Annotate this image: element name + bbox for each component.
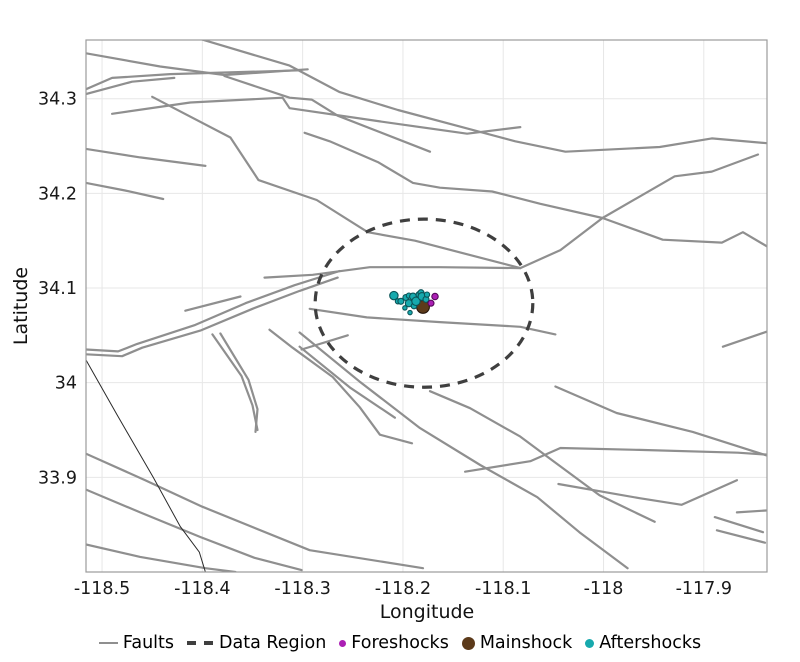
fault-line	[464, 446, 767, 473]
fault-line	[219, 332, 259, 433]
fault-line-swatch-icon	[98, 642, 118, 644]
legend-item-mainshock: Mainshock	[461, 633, 573, 653]
aftershocks-dot-swatch-icon	[585, 638, 595, 648]
thin-fault-line	[86, 359, 206, 572]
fault-line	[554, 385, 767, 457]
x-axis-title: Longitude	[379, 601, 475, 623]
x-tick-label: -118.5	[74, 579, 130, 599]
y-tick-label: 33.9	[38, 468, 77, 488]
aftershock-point	[389, 290, 399, 301]
foreshock-point	[431, 292, 439, 301]
fault-line	[715, 529, 767, 544]
x-tick-label: -118.1	[475, 579, 531, 599]
aftershock-point	[423, 291, 431, 298]
fault-line	[86, 269, 341, 353]
legend-item-label: Mainshock	[479, 633, 573, 653]
y-tick-label: 34.1	[38, 279, 77, 299]
aftershock-point	[402, 305, 408, 311]
fault-line	[86, 488, 303, 572]
fault-line	[86, 69, 303, 91]
aftershock-point	[407, 309, 413, 316]
x-tick-label: -118.3	[274, 579, 330, 599]
legend-item-faults: Faults	[98, 633, 175, 653]
legend: Faults Data Region Foreshocks Mainshock Afte…	[0, 633, 800, 653]
fault-line	[721, 330, 767, 348]
fault-line	[298, 331, 629, 570]
legend-item-label: Data Region	[219, 633, 327, 653]
fault-line	[110, 96, 522, 135]
fault-line	[86, 276, 339, 358]
dashed-line-swatch-icon	[187, 641, 215, 645]
fault-line	[184, 295, 242, 312]
fault-line	[557, 479, 739, 506]
legend-item-aftershocks: Aftershocks	[585, 633, 701, 653]
fault-line	[86, 76, 176, 96]
fault-line	[86, 452, 425, 570]
data-region-circle	[313, 217, 535, 389]
y-tick-label: 34.2	[38, 184, 77, 204]
legend-item-label: Aftershocks	[599, 633, 702, 653]
aftershock-point	[411, 296, 421, 307]
foreshock-point	[427, 299, 435, 307]
x-tick-label: -118.4	[174, 579, 230, 599]
legend-item-data-region: Data Region	[187, 633, 326, 653]
plot-border	[85, 39, 768, 573]
fault-line	[223, 74, 432, 153]
y-tick-label: 34.3	[38, 90, 77, 110]
mainshock-dot-swatch-icon	[461, 636, 475, 650]
y-axis-title: Latitude	[10, 266, 32, 346]
fault-line	[151, 95, 522, 270]
foreshocks-dot-swatch-icon	[339, 639, 347, 647]
x-tick-label: -118	[584, 579, 624, 599]
aftershock-point	[397, 297, 405, 305]
fault-line	[199, 40, 767, 153]
fault-line	[86, 543, 237, 572]
legend-item-label: Foreshocks	[351, 633, 449, 653]
fault-line	[303, 131, 767, 248]
fault-line	[211, 333, 259, 432]
fault-line	[268, 328, 414, 445]
legend-item-foreshocks: Foreshocks	[339, 633, 449, 653]
fault-line	[263, 153, 760, 279]
x-tick-label: -118.2	[375, 579, 431, 599]
fault-line	[300, 334, 349, 351]
x-tick-label: -117.9	[676, 579, 732, 599]
y-tick-label: 34	[55, 374, 77, 394]
fault-line	[713, 515, 765, 534]
fault-line	[298, 345, 396, 419]
fault-line	[86, 181, 165, 201]
fault-line	[735, 509, 767, 514]
legend-item-label: Faults	[122, 633, 175, 653]
fault-line	[308, 307, 557, 336]
fault-line	[428, 390, 656, 523]
fault-line	[86, 147, 207, 167]
